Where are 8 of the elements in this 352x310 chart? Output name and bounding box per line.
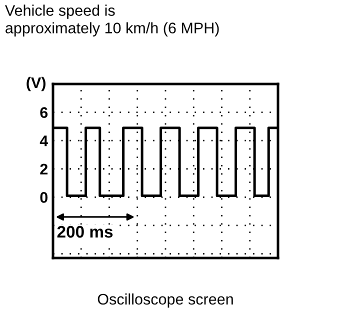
y-tick-label: 0 (40, 192, 48, 203)
annotation: 200 ms (57, 226, 113, 238)
x-axis-title: Oscilloscope screen (98, 293, 233, 308)
y-axis-title: (V) (26, 76, 46, 92)
y-tick-label: 6 (40, 107, 48, 118)
y-tick-label: 4 (40, 136, 48, 146)
y-tick-label: 2 (40, 164, 48, 174)
chart-title: Vehicle speed is approximately 10 km/h (6 MPH) (4, 4, 219, 36)
